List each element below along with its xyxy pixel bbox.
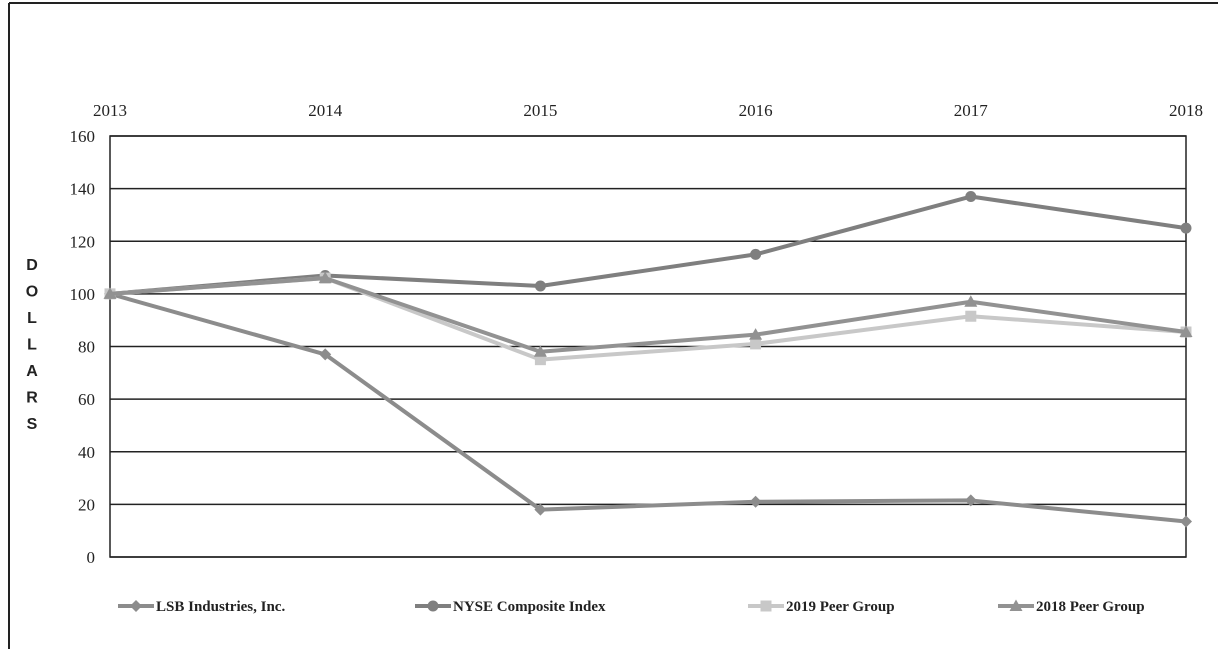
legend-label: LSB Industries, Inc. bbox=[156, 599, 285, 615]
data-point bbox=[533, 345, 547, 357]
legend-marker bbox=[427, 600, 439, 612]
y-tick-label: 140 bbox=[70, 180, 96, 199]
x-tick-label: 2016 bbox=[739, 101, 773, 120]
y-tick-label: 80 bbox=[78, 338, 95, 357]
legend-label: 2018 Peer Group bbox=[1036, 599, 1145, 615]
series-3 bbox=[103, 271, 1193, 357]
y-tick-label: 100 bbox=[70, 285, 96, 304]
series-line bbox=[109, 194, 1187, 296]
y-tick-label: 0 bbox=[87, 548, 96, 567]
data-point bbox=[750, 338, 762, 350]
y-axis-tick-labels: 0 20 40 60 80 100 120 140 160 bbox=[70, 127, 96, 567]
data-point bbox=[103, 287, 117, 299]
legend-item: NYSE Composite Index bbox=[415, 599, 606, 615]
data-point bbox=[750, 248, 762, 260]
y-tick-label: 160 bbox=[70, 127, 96, 146]
x-axis-tick-labels: 2013 2014 2015 2016 2017 2018 bbox=[93, 101, 1203, 120]
series-2 bbox=[104, 272, 1192, 366]
data-point bbox=[965, 310, 977, 322]
series-layer bbox=[103, 191, 1193, 528]
legend-marker bbox=[760, 600, 772, 612]
data-point bbox=[534, 280, 546, 292]
legend-item: LSB Industries, Inc. bbox=[118, 599, 285, 615]
data-point bbox=[965, 191, 977, 203]
y-tick-label: 40 bbox=[78, 443, 95, 462]
data-point bbox=[1179, 325, 1193, 338]
data-point bbox=[534, 354, 546, 366]
data-point bbox=[964, 295, 978, 307]
y-tick-label: 20 bbox=[78, 495, 95, 514]
grid-lines bbox=[110, 135, 1186, 558]
series-line bbox=[109, 276, 1187, 354]
data-point bbox=[749, 328, 763, 340]
legend-item: 2019 Peer Group bbox=[748, 599, 895, 615]
series-0 bbox=[104, 287, 1192, 528]
x-tick-label: 2013 bbox=[93, 101, 127, 120]
x-tick-label: 2015 bbox=[523, 101, 557, 120]
data-point bbox=[749, 495, 762, 508]
legend-marker bbox=[130, 600, 142, 612]
legend: LSB Industries, Inc. NYSE Composite Index… bbox=[118, 599, 1145, 615]
legend-marker bbox=[1009, 599, 1023, 611]
data-point bbox=[964, 494, 977, 507]
y-tick-label: 120 bbox=[70, 232, 96, 251]
data-point bbox=[319, 348, 332, 361]
data-point bbox=[534, 503, 547, 516]
x-tick-label: 2014 bbox=[308, 101, 343, 120]
legend-item: 2018 Peer Group bbox=[998, 599, 1145, 615]
legend-label: 2019 Peer Group bbox=[786, 599, 895, 615]
plot-area-border bbox=[109, 135, 1187, 558]
data-point bbox=[1180, 515, 1192, 528]
data-point bbox=[1180, 222, 1192, 234]
legend-label: NYSE Composite Index bbox=[453, 599, 606, 615]
series-line bbox=[109, 276, 1187, 362]
data-point bbox=[318, 271, 332, 284]
y-tick-label: 60 bbox=[78, 390, 95, 409]
x-tick-label: 2018 bbox=[1169, 101, 1203, 120]
series-line bbox=[109, 291, 1187, 524]
x-tick-label: 2017 bbox=[954, 101, 989, 120]
